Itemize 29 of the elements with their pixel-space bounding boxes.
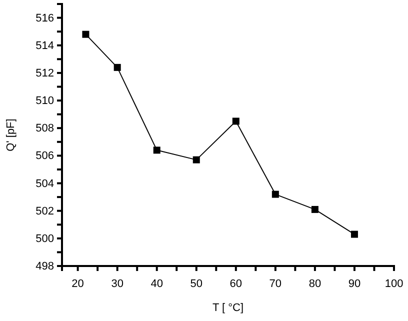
x-tick-label: 100	[384, 278, 404, 290]
x-tick-label: 30	[111, 278, 124, 290]
x-tick-label: 60	[230, 278, 242, 290]
point	[350, 230, 358, 238]
y-tick-label: 504	[36, 178, 54, 190]
point	[311, 206, 318, 213]
x-tick-label: 20	[72, 278, 84, 290]
y-axis-title: Q' [pF]	[5, 118, 17, 152]
y-tick-label: 514	[36, 40, 54, 52]
x-tick-label: 50	[190, 278, 203, 290]
x-axis-title: T [ °C]	[212, 302, 244, 314]
x-tick-label: 90	[348, 278, 361, 290]
x-tick-label: 80	[308, 278, 322, 290]
point	[114, 64, 121, 71]
y-tick-label: 506	[36, 150, 54, 162]
x-tick-label: 40	[150, 278, 163, 290]
point	[82, 30, 90, 38]
y-tick-label: 502	[36, 205, 54, 218]
y-tick-label: 508	[36, 122, 54, 135]
x-tick-label: 70	[269, 278, 282, 290]
y-tick-label: 516	[36, 12, 54, 24]
point	[272, 190, 279, 198]
y-tick-label: 500	[36, 232, 54, 245]
y-tick-label: 512	[36, 67, 54, 80]
point	[153, 146, 160, 154]
y-tick-label: 498	[36, 260, 54, 273]
y-tick-label: 510	[36, 95, 54, 108]
point	[192, 156, 200, 164]
point	[232, 118, 240, 125]
